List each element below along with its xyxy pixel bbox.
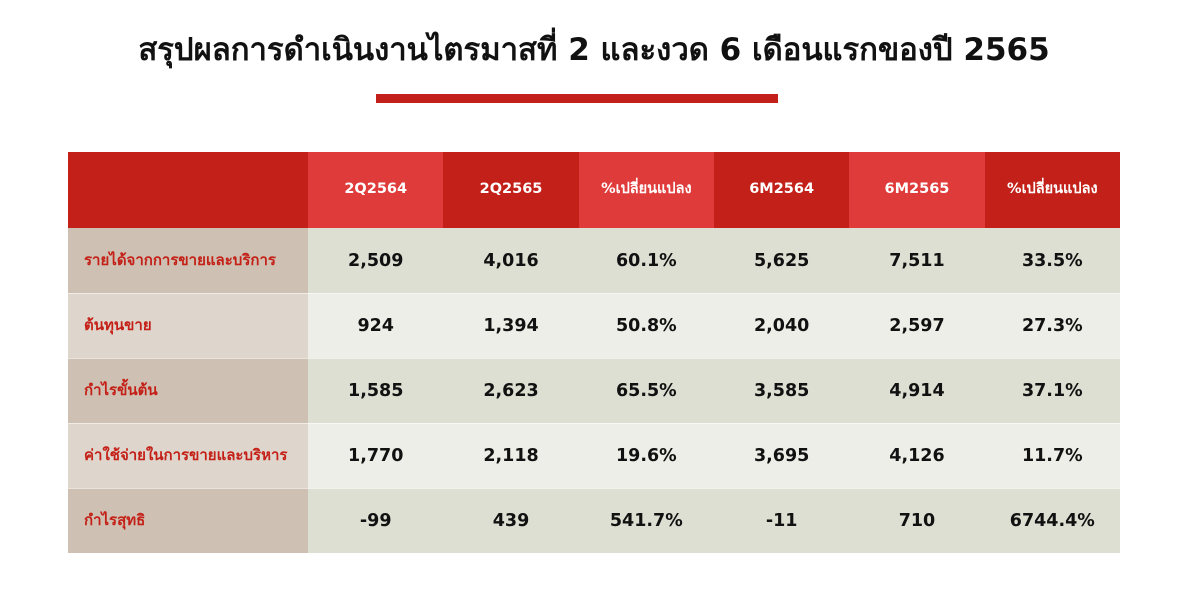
cell-gross-profit-2q2565: 2,623 [443, 358, 579, 423]
table-body: รายได้จากการขายและบริการ 2,509 4,016 60.… [68, 228, 1120, 553]
header-corner-cell [68, 152, 309, 228]
cell-revenue-6m2564: 5,625 [713, 228, 850, 293]
table-row: ค่าใช้จ่ายในการขายและบริหาร 1,770 2,118 … [68, 423, 1120, 488]
financial-summary-table: 2Q2564 2Q2565 %เปลี่ยนแปลง 6M2564 6M2565… [68, 152, 1120, 553]
cell-cogs-change-q: 50.8% [578, 293, 714, 358]
row-label-revenue: รายได้จากการขายและบริการ [68, 228, 309, 293]
cell-sga-change-6m: 11.7% [984, 423, 1120, 488]
cell-gross-profit-change-6m: 37.1% [984, 358, 1120, 423]
column-header-change-halfyear[interactable]: %เปลี่ยนแปลง [984, 152, 1120, 228]
cell-sga-6m2565: 4,126 [849, 423, 985, 488]
row-label-net-profit: กำไรสุทธิ [68, 488, 309, 553]
cell-cogs-6m2565: 2,597 [849, 293, 985, 358]
cell-sga-6m2564: 3,695 [713, 423, 850, 488]
cell-cogs-6m2564: 2,040 [713, 293, 850, 358]
cell-net-profit-change-6m: 6744.4% [984, 488, 1120, 553]
row-label-gross-profit: กำไรขั้นต้น [68, 358, 309, 423]
cell-sga-2q2564: 1,770 [308, 423, 444, 488]
column-header-6m2565[interactable]: 6M2565 [849, 152, 985, 228]
cell-sga-change-q: 19.6% [578, 423, 714, 488]
table-row: กำไรขั้นต้น 1,585 2,623 65.5% 3,585 4,91… [68, 358, 1120, 423]
cell-cogs-2q2564: 924 [308, 293, 444, 358]
title-block: สรุปผลการดำเนินงานไตรมาสที่ 2 และงวด 6 เ… [0, 30, 1188, 70]
cell-revenue-change-6m: 33.5% [984, 228, 1120, 293]
table-row: รายได้จากการขายและบริการ 2,509 4,016 60.… [68, 228, 1120, 293]
cell-net-profit-6m2565: 710 [849, 488, 985, 553]
cell-cogs-2q2565: 1,394 [443, 293, 579, 358]
title-accent-bar [376, 94, 778, 103]
column-header-change-quarter[interactable]: %เปลี่ยนแปลง [578, 152, 714, 228]
table-row: ต้นทุนขาย 924 1,394 50.8% 2,040 2,597 27… [68, 293, 1120, 358]
cell-gross-profit-6m2565: 4,914 [849, 358, 985, 423]
table-header: 2Q2564 2Q2565 %เปลี่ยนแปลง 6M2564 6M2565… [68, 152, 1120, 228]
column-header-2q2564[interactable]: 2Q2564 [308, 152, 444, 228]
cell-sga-2q2565: 2,118 [443, 423, 579, 488]
cell-gross-profit-change-q: 65.5% [578, 358, 714, 423]
row-label-cogs: ต้นทุนขาย [68, 293, 309, 358]
cell-net-profit-2q2564: -99 [308, 488, 444, 553]
table-row: กำไรสุทธิ -99 439 541.7% -11 710 6744.4% [68, 488, 1120, 553]
page-title: สรุปผลการดำเนินงานไตรมาสที่ 2 และงวด 6 เ… [138, 32, 1050, 68]
cell-net-profit-2q2565: 439 [443, 488, 579, 553]
column-header-6m2564[interactable]: 6M2564 [713, 152, 850, 228]
cell-revenue-change-q: 60.1% [578, 228, 714, 293]
cell-revenue-2q2565: 4,016 [443, 228, 579, 293]
table-header-row: 2Q2564 2Q2565 %เปลี่ยนแปลง 6M2564 6M2565… [68, 152, 1120, 228]
cell-net-profit-change-q: 541.7% [578, 488, 714, 553]
cell-cogs-change-6m: 27.3% [984, 293, 1120, 358]
cell-gross-profit-6m2564: 3,585 [713, 358, 850, 423]
cell-net-profit-6m2564: -11 [713, 488, 850, 553]
row-label-sga: ค่าใช้จ่ายในการขายและบริหาร [68, 423, 309, 488]
cell-revenue-2q2564: 2,509 [308, 228, 444, 293]
financial-table-container: 2Q2564 2Q2565 %เปลี่ยนแปลง 6M2564 6M2565… [68, 152, 1120, 553]
cell-gross-profit-2q2564: 1,585 [308, 358, 444, 423]
column-header-2q2565[interactable]: 2Q2565 [443, 152, 579, 228]
cell-revenue-6m2565: 7,511 [849, 228, 985, 293]
